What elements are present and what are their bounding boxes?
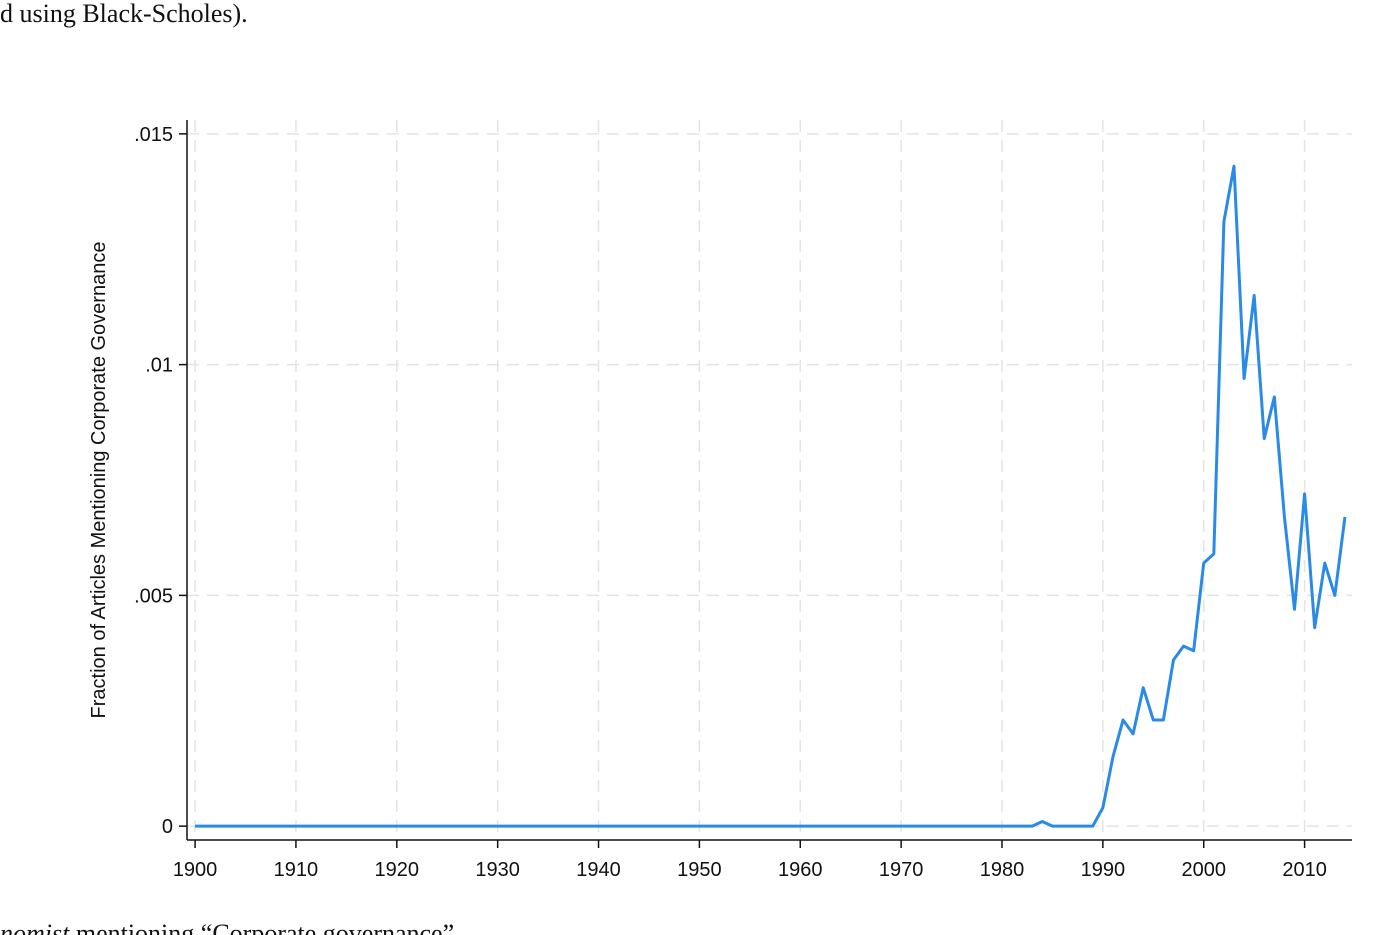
x-tick-label: 1980 bbox=[980, 859, 1025, 881]
x-tick-label: 1940 bbox=[576, 859, 621, 881]
caption-text: nomist mentioning “Corporate governance” bbox=[0, 919, 454, 935]
body-text: d using Black-Scholes). bbox=[0, 0, 248, 28]
x-tick-label: 1920 bbox=[375, 859, 420, 881]
x-tick-label: 1900 bbox=[173, 859, 218, 881]
y-tick-label: 0 bbox=[162, 816, 173, 838]
y-tick-label: .005 bbox=[134, 585, 173, 607]
x-tick-label: 2000 bbox=[1181, 859, 1226, 881]
y-tick-label: .015 bbox=[134, 124, 173, 146]
data-line bbox=[195, 164, 1347, 828]
caption-italic: nomist bbox=[0, 919, 70, 935]
y-axis-label: Fraction of Articles Mentioning Corporat… bbox=[88, 242, 110, 719]
x-tick-label: 1950 bbox=[677, 859, 722, 881]
x-tick-label: 1930 bbox=[475, 859, 520, 881]
x-tick-label: 1910 bbox=[274, 859, 319, 881]
x-tick-label: 1970 bbox=[879, 859, 924, 881]
x-tick-label: 2010 bbox=[1282, 859, 1327, 881]
x-tick-label: 1990 bbox=[1081, 859, 1126, 881]
y-tick-label: .01 bbox=[145, 355, 173, 377]
x-tick-label: 1960 bbox=[778, 859, 823, 881]
caption-rest: mentioning “Corporate governance” bbox=[69, 919, 454, 935]
